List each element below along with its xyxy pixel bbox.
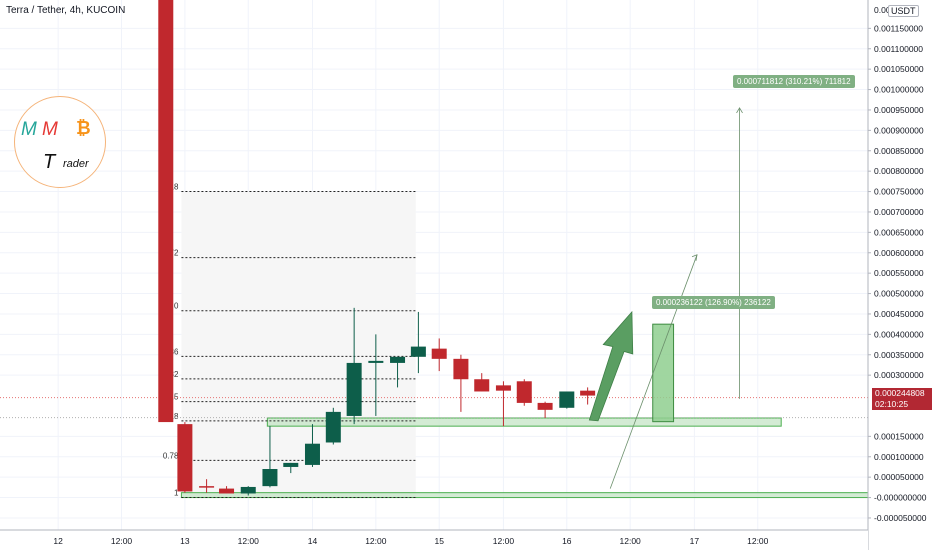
price-axis-label: 0.001000000: [874, 85, 924, 95]
time-axis-label: 15: [434, 536, 444, 546]
candle-body: [559, 391, 575, 408]
price-axis-label: 0.000350000: [874, 350, 924, 360]
time-axis-label: 12:00: [111, 536, 133, 546]
candle-body: [219, 488, 235, 494]
logo-letter-t: T: [43, 151, 56, 173]
time-axis-label: 12:00: [747, 536, 769, 546]
price-axis-label: 0.000900000: [874, 125, 924, 135]
current-price-value: 0.000244808: [875, 388, 925, 398]
price-axis-label: 0.001050000: [874, 64, 924, 74]
price-axis-background: [868, 0, 932, 550]
watermark-logo: M M ₿ T rader: [14, 96, 106, 188]
candle-body: [368, 360, 384, 363]
candle-body: [283, 462, 299, 467]
price-axis-label: 0.000400000: [874, 329, 924, 339]
target-arrow-head: [736, 107, 743, 114]
candle-body: [158, 0, 174, 423]
price-axis-label: 0.000500000: [874, 289, 924, 299]
bitcoin-icon: ₿: [76, 118, 91, 138]
trend-arrow-line: [609, 254, 698, 489]
price-axis-label: 0.000150000: [874, 431, 924, 441]
candle-body: [537, 402, 553, 410]
time-axis-label: 12:00: [493, 536, 515, 546]
price-axis-label: 0.000850000: [874, 146, 924, 156]
candle-countdown: 02:10:25: [875, 399, 909, 409]
target-1-label: 0.000236122 (126.90%) 236122: [652, 296, 775, 309]
candle-body: [431, 348, 447, 359]
candle-body: [580, 390, 596, 396]
candle-body: [390, 356, 406, 363]
candle-body: [495, 385, 511, 391]
candle-body: [177, 424, 193, 492]
logo-letter-m-red: M: [42, 119, 58, 140]
price-axis-label: 0.000800000: [874, 166, 924, 176]
candle-body: [325, 411, 341, 443]
current-price-tag: 0.000244808 02:10:25: [872, 388, 932, 410]
price-axis-label: 0.000300000: [874, 370, 924, 380]
price-axis-label: 0.000550000: [874, 268, 924, 278]
price-axis-label: 0.000050000: [874, 472, 924, 482]
price-axis-label: 0.000700000: [874, 207, 924, 217]
price-axis-label: 0.000650000: [874, 227, 924, 237]
fib-level-label: 0.78: [163, 451, 179, 460]
fib-level-label: 1: [174, 489, 179, 498]
candle-body: [410, 346, 426, 357]
candle-body: [346, 362, 362, 416]
time-axis-label: 12:00: [365, 536, 387, 546]
time-axis-background: [0, 530, 868, 550]
trend-arrow-head: [691, 254, 698, 261]
time-axis-label: 12: [53, 536, 63, 546]
price-axis-label: 0.000600000: [874, 248, 924, 258]
price-axis-label: 0.000100000: [874, 452, 924, 462]
time-axis-label: 12:00: [238, 536, 260, 546]
logo-letter-m-green: M: [21, 119, 37, 140]
currency-button[interactable]: USDT: [888, 5, 919, 17]
time-axis-label: 16: [562, 536, 572, 546]
support-zone: [266, 417, 782, 427]
projection-arrow: [588, 310, 634, 422]
price-axis-label: 0.000450000: [874, 309, 924, 319]
target-2-label: 0.000711812 (310.21%) 711812: [733, 75, 855, 88]
price-axis-label: 0.001150000: [874, 23, 923, 33]
time-axis-label: 14: [308, 536, 318, 546]
price-axis-label: 0.001100000: [874, 44, 923, 54]
price-axis-label: -0.000050000: [874, 513, 927, 523]
fib-level-label: 0: [174, 302, 179, 311]
candle-body: [474, 379, 490, 392]
candle-body: [453, 358, 469, 380]
candle-body: [199, 486, 215, 488]
support-zone: [180, 492, 869, 499]
time-axis-label: 13: [180, 536, 190, 546]
chart-title: Terra / Tether, 4h, KUCOIN: [6, 5, 126, 16]
logo-word: rader: [63, 158, 89, 170]
candle-body: [304, 443, 320, 465]
candle-body: [240, 486, 256, 494]
candle-body: [516, 381, 532, 403]
price-axis-label: -0.000000000: [874, 493, 927, 503]
time-axis-label: 17: [690, 536, 700, 546]
fib-background: [181, 191, 416, 498]
price-axis-label: 0.000750000: [874, 187, 924, 197]
time-axis-label: 12:00: [620, 536, 642, 546]
price-axis-label-partial: 0.00: [874, 5, 891, 15]
price-axis-label: 0.000950000: [874, 105, 924, 115]
candle-body: [262, 469, 278, 487]
measure-box: [652, 323, 675, 423]
